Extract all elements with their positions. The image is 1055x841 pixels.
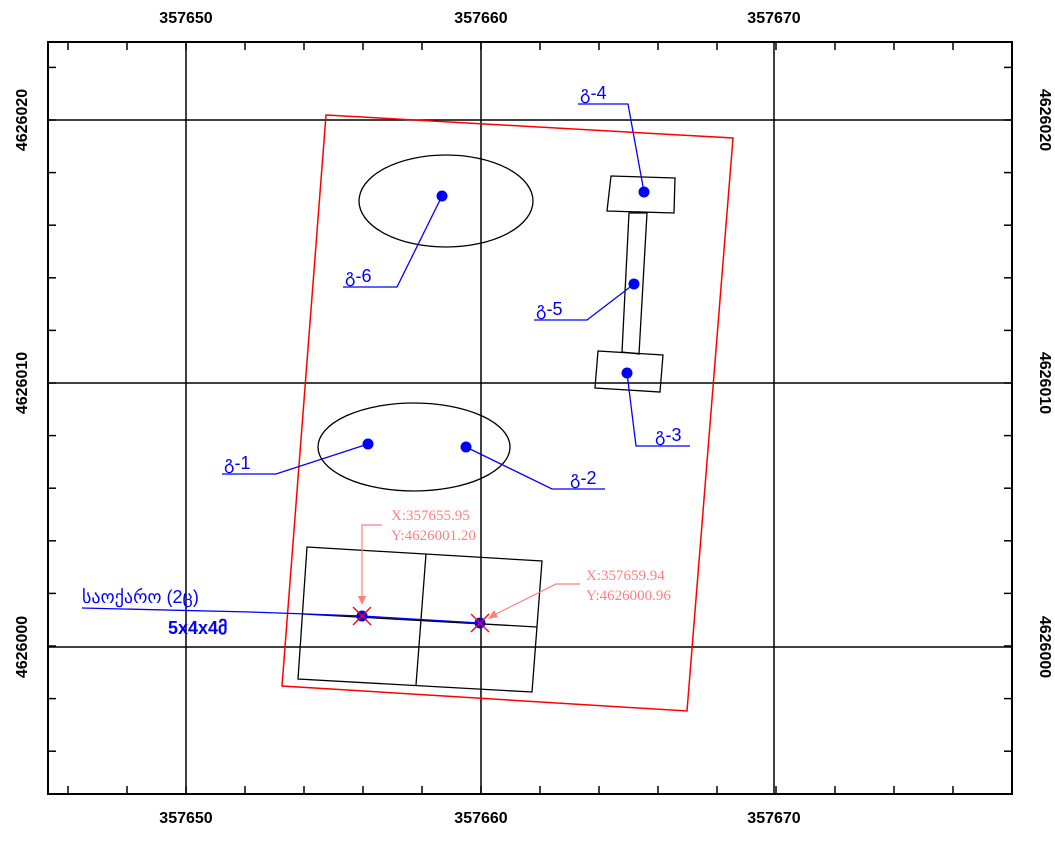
arrowhead-b [488,610,498,619]
source-label-g5: გ-5 [536,299,562,320]
x-tick-label-top: 357660 [454,10,507,27]
coord-a-x: X:357655.95 [391,508,470,524]
site-boundary [281,114,734,712]
coord-leaders [361,524,580,618]
marker-b-stroke [470,613,490,633]
x-tick-label-bottom: 357660 [454,810,507,827]
leader-g3 [626,372,690,447]
arrowhead-a [358,596,366,605]
leader-g4 [578,103,645,193]
y-tick-label-left: 4626000 [14,616,31,678]
map-frame [47,41,1013,795]
storage-outline [297,546,543,693]
x-tick-labels-bottom: 357650 357660 357670 [159,810,800,827]
point-g4 [638,186,650,198]
storage-label-size: 5x4x4მ [168,618,227,638]
y-tick-labels-left: 4626020 4626010 4626000 [14,89,31,678]
y-tick-label-left: 4626020 [14,89,31,151]
rect-bottom [594,350,664,393]
x-tick-label-top: 357670 [747,10,800,27]
storage-label-name: საოქარო (2ც) [82,587,199,608]
x-tick-label-bottom: 357650 [159,810,212,827]
x-tick-labels-top: 357650 357660 357670 [159,10,800,27]
y-tick-label-right: 4626000 [1036,616,1053,678]
grid-lines [48,42,1012,794]
leader-g2 [465,446,605,490]
coord-b-x: X:357659.94 [586,568,665,584]
x-tick-label-top: 357650 [159,10,212,27]
minor-ticks [48,42,1013,794]
leader-g5 [534,283,635,321]
ellipse-zone-top [358,154,534,248]
source-label-g2: გ-2 [570,468,596,489]
coord-markers [352,606,490,633]
x-tick-label-bottom: 357670 [747,810,800,827]
right-structure [594,175,676,393]
coord-leader-a [361,524,382,602]
y-tick-label-left: 4626010 [14,352,31,414]
source-points [356,186,650,629]
leader-g1 [222,443,369,475]
y-tick-label-right: 4626010 [1036,352,1053,414]
coord-a-y: Y:4626001.20 [391,528,476,544]
point-g3 [621,367,633,379]
point-g5 [628,278,640,290]
point-g1 [362,438,374,450]
source-label-g3: გ-3 [655,425,681,446]
y-tick-label-right: 4626020 [1036,89,1053,151]
coord-leader-b [489,583,580,618]
source-label-g6: გ-6 [345,266,371,287]
point-g2 [460,441,472,453]
storage-divider-h [302,613,538,628]
coord-arrowheads [358,596,498,619]
point-g6 [436,190,448,202]
source-leaders [81,103,690,624]
rect-top [606,175,676,214]
ellipse-zone-bottom [317,402,511,492]
source-label-g1: გ-1 [224,453,250,474]
source-label-g4: გ-4 [580,83,606,104]
leader-g6 [343,195,443,288]
leader-storage [81,607,481,624]
coord-b-y: Y:4626000.96 [586,588,671,604]
y-tick-labels-right: 4626020 4626010 4626000 [1036,89,1053,678]
marker-a-stroke [352,606,372,626]
